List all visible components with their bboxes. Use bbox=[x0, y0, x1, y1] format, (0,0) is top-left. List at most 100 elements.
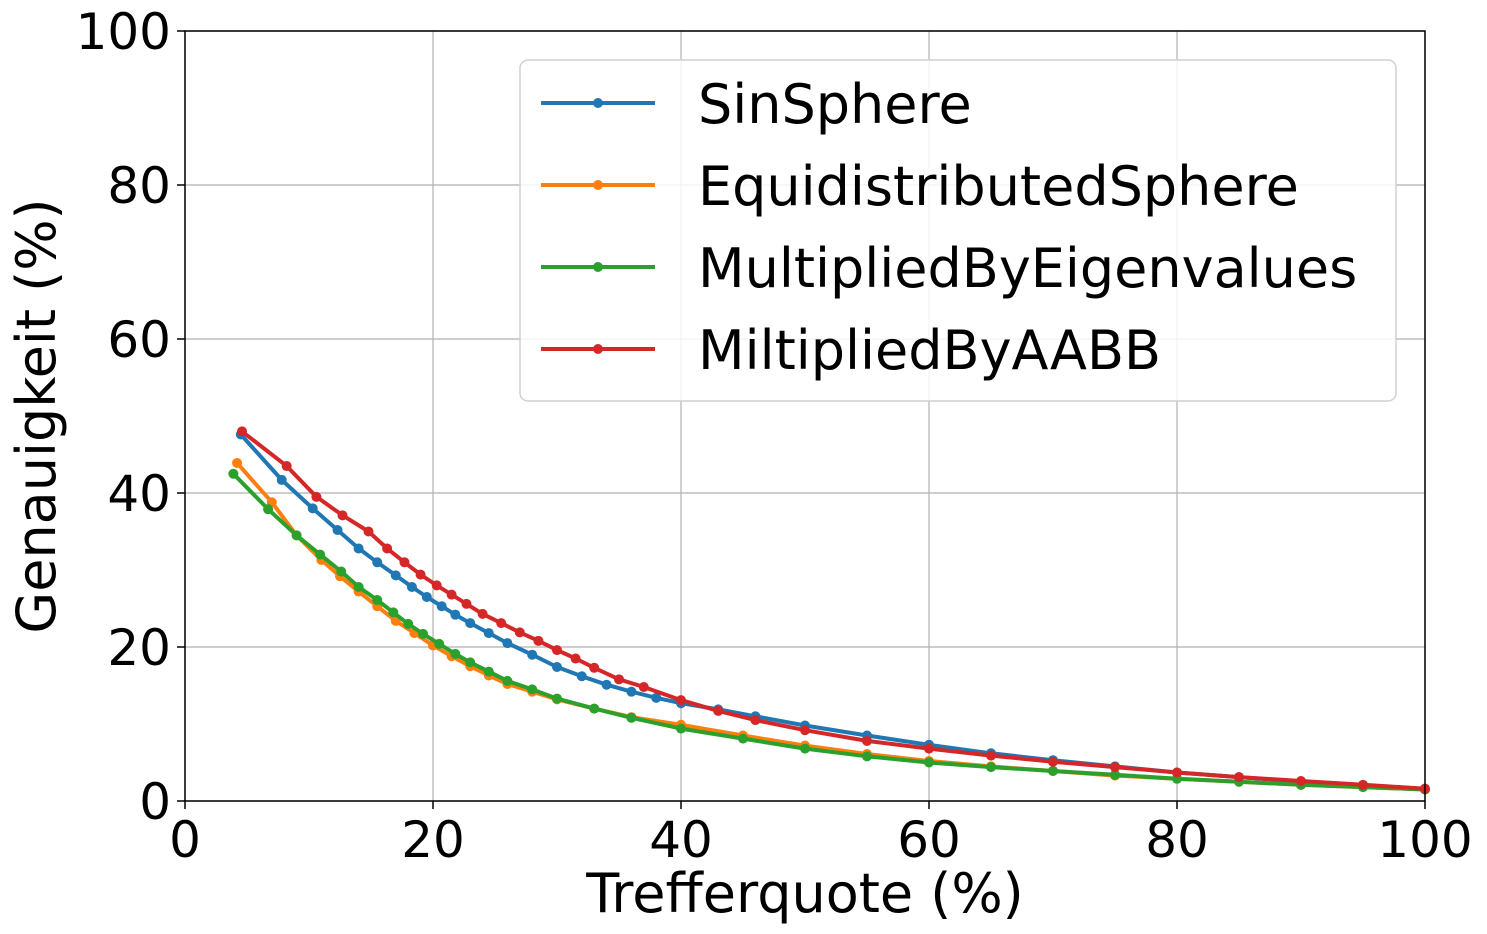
data-point-sinsphere bbox=[436, 601, 447, 612]
legend-box bbox=[519, 59, 1397, 402]
data-point-sinsphere bbox=[332, 524, 343, 535]
data-point-sinsphere bbox=[626, 686, 637, 697]
data-point-miltipliedbyaabb bbox=[800, 725, 810, 736]
data-point-miltipliedbyaabb bbox=[477, 608, 488, 619]
data-point-multipliedbyeigenvalues bbox=[403, 618, 414, 629]
data-point-multipliedbyeigenvalues bbox=[527, 684, 538, 695]
data-point-sinsphere bbox=[276, 474, 287, 485]
data-point-multipliedbyeigenvalues bbox=[434, 638, 445, 649]
data-point-multipliedbyeigenvalues bbox=[986, 762, 996, 773]
data-point-multipliedbyeigenvalues bbox=[388, 607, 399, 618]
legend-item-sinsphere: SinSphere bbox=[541, 73, 972, 136]
data-point-miltipliedbyaabb bbox=[614, 674, 624, 685]
legend-label-sinsphere: SinSphere bbox=[698, 73, 972, 136]
series-layer bbox=[228, 426, 1430, 795]
data-point-sinsphere bbox=[601, 679, 612, 690]
data-point-sinsphere bbox=[406, 581, 417, 592]
legend-marker-multipliedbyeigenvalues bbox=[593, 262, 603, 272]
data-point-miltipliedbyaabb bbox=[924, 743, 934, 754]
data-point-multipliedbyeigenvalues bbox=[800, 743, 810, 754]
ticks: 0 20 40 60 80 100 0 20 40 60 80 100 bbox=[76, 3, 1473, 869]
data-point-multipliedbyeigenvalues bbox=[1110, 769, 1120, 780]
data-point-miltipliedbyaabb bbox=[638, 682, 649, 693]
data-point-multipliedbyeigenvalues bbox=[862, 751, 872, 762]
data-point-multipliedbyeigenvalues bbox=[589, 703, 600, 714]
data-point-sinsphere bbox=[353, 543, 364, 554]
data-point-sinsphere bbox=[450, 609, 461, 620]
data-point-multipliedbyeigenvalues bbox=[291, 530, 302, 541]
legend-marker-equidistributedsphere bbox=[593, 180, 603, 190]
data-point-sinsphere bbox=[502, 638, 513, 649]
data-point-miltipliedbyaabb bbox=[415, 569, 426, 580]
legend: SinSphere EquidistributedSphere Multiplied… bbox=[519, 59, 1397, 402]
data-point-sinsphere bbox=[390, 570, 401, 581]
data-point-miltipliedbyaabb bbox=[363, 526, 374, 537]
data-point-multipliedbyeigenvalues bbox=[465, 657, 476, 668]
plot-frame bbox=[184, 30, 1426, 802]
x-tick-label: 0 bbox=[169, 811, 201, 869]
series-sinsphere bbox=[235, 429, 1430, 794]
data-point-multipliedbyeigenvalues bbox=[924, 757, 934, 768]
data-point-miltipliedbyaabb bbox=[533, 635, 544, 646]
y-tick-label: 80 bbox=[107, 157, 171, 215]
data-point-miltipliedbyaabb bbox=[337, 510, 348, 521]
data-point-multipliedbyeigenvalues bbox=[626, 712, 637, 723]
series-line-miltipliedbyaabb bbox=[240, 429, 1426, 791]
legend-item-multipliedbyeigenvalues: MultipliedByEigenvalues bbox=[541, 237, 1357, 300]
data-point-multipliedbyeigenvalues bbox=[353, 581, 364, 592]
data-point-multipliedbyeigenvalues bbox=[336, 566, 347, 577]
data-point-miltipliedbyaabb bbox=[552, 645, 562, 656]
data-point-multipliedbyeigenvalues bbox=[315, 549, 326, 560]
data-point-multipliedbyeigenvalues bbox=[263, 504, 274, 515]
data-point-miltipliedbyaabb bbox=[1172, 767, 1182, 778]
data-point-multipliedbyeigenvalues bbox=[676, 723, 686, 734]
data-point-sinsphere bbox=[483, 628, 494, 639]
data-point-miltipliedbyaabb bbox=[382, 543, 393, 554]
data-point-miltipliedbyaabb bbox=[399, 557, 410, 568]
data-point-miltipliedbyaabb bbox=[676, 695, 686, 706]
data-point-miltipliedbyaabb bbox=[570, 653, 581, 664]
data-point-sinsphere bbox=[307, 503, 318, 514]
legend-label-miltipliedbyaabb: MiltipliedByAABB bbox=[698, 319, 1161, 382]
x-tick-label: 100 bbox=[1377, 811, 1472, 869]
x-axis-label: Trefferquote (%) bbox=[585, 862, 1024, 925]
data-point-sinsphere bbox=[421, 591, 432, 602]
data-point-multipliedbyeigenvalues bbox=[418, 628, 429, 639]
data-point-miltipliedbyaabb bbox=[750, 715, 761, 726]
y-tick-label: 100 bbox=[76, 3, 171, 61]
data-point-miltipliedbyaabb bbox=[496, 618, 507, 629]
data-point-multipliedbyeigenvalues bbox=[1048, 765, 1058, 776]
data-point-multipliedbyeigenvalues bbox=[552, 693, 562, 704]
data-point-miltipliedbyaabb bbox=[514, 627, 525, 638]
y-axis-label: Genauigkeit (%) bbox=[5, 198, 68, 633]
legend-label-multipliedbyeigenvalues: MultipliedByEigenvalues bbox=[698, 237, 1357, 300]
data-point-miltipliedbyaabb bbox=[446, 589, 457, 600]
data-point-sinsphere bbox=[552, 662, 562, 673]
legend-label-equidistributedsphere: EquidistributedSphere bbox=[698, 155, 1299, 218]
y-tick-label: 20 bbox=[107, 619, 171, 677]
data-point-sinsphere bbox=[527, 649, 538, 660]
x-tick-label: 20 bbox=[401, 811, 465, 869]
data-point-miltipliedbyaabb bbox=[1234, 772, 1244, 783]
data-point-sinsphere bbox=[372, 557, 383, 568]
data-point-miltipliedbyaabb bbox=[1048, 756, 1058, 767]
y-tick-label: 0 bbox=[139, 773, 171, 831]
data-point-miltipliedbyaabb bbox=[589, 662, 600, 673]
data-point-sinsphere bbox=[576, 671, 587, 682]
data-point-miltipliedbyaabb bbox=[986, 750, 996, 761]
series-miltipliedbyaabb bbox=[237, 426, 1430, 794]
data-point-miltipliedbyaabb bbox=[1296, 775, 1306, 786]
data-point-equidistributedsphere bbox=[232, 457, 243, 468]
data-point-multipliedbyeigenvalues bbox=[483, 666, 494, 677]
data-point-miltipliedbyaabb bbox=[862, 735, 872, 746]
data-point-miltipliedbyaabb bbox=[281, 461, 292, 472]
data-point-miltipliedbyaabb bbox=[1110, 762, 1120, 773]
x-tick-label: 60 bbox=[897, 811, 961, 869]
legend-item-miltipliedbyaabb: MiltipliedByAABB bbox=[541, 319, 1161, 382]
data-point-miltipliedbyaabb bbox=[311, 491, 322, 502]
data-point-multipliedbyeigenvalues bbox=[738, 733, 748, 744]
data-point-sinsphere bbox=[465, 618, 476, 629]
x-tick-label: 40 bbox=[649, 811, 713, 869]
